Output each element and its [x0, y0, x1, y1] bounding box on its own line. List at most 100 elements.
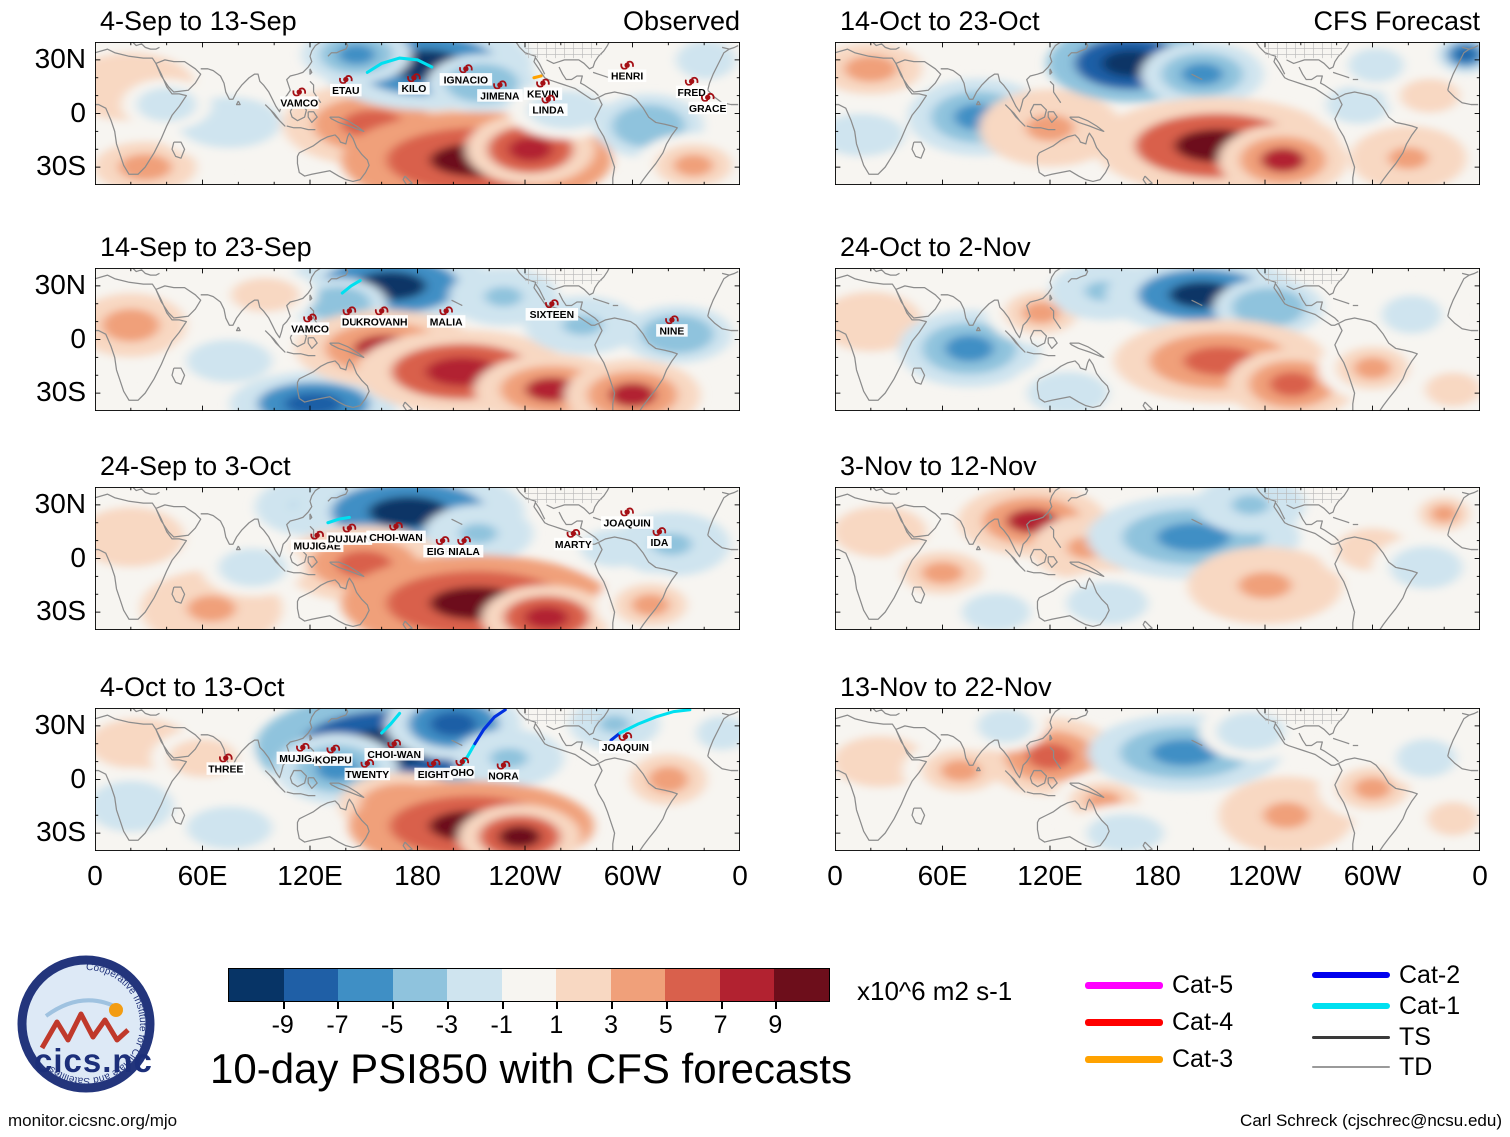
- legend-label-cat-5: Cat-5: [1172, 971, 1234, 999]
- hurricane-icon-ida: [652, 527, 667, 537]
- hurricane-icon-etau: [339, 75, 353, 84]
- anomaly-field: [95, 708, 740, 851]
- hurricane-icon-kilo: [407, 73, 421, 83]
- panel-title-obs-2: 14-Sep to 23-Sep: [100, 232, 312, 262]
- colorbar-segment: [556, 969, 611, 1001]
- storm-label: MUJIGAE: [279, 754, 326, 765]
- anomaly-field: [835, 42, 1480, 185]
- storm-track: [340, 278, 362, 295]
- colorbar-segment: [283, 969, 339, 1001]
- hurricane-icon-oho: [455, 757, 470, 767]
- storm-label: MALIA: [430, 317, 463, 328]
- x-axis-label: 120E: [1017, 860, 1083, 891]
- x-axis-label: 0: [827, 860, 843, 891]
- storm-track: [380, 711, 402, 735]
- storm-label-box: [688, 101, 728, 115]
- storm-label: NORA: [488, 772, 519, 783]
- storm-label-box: [355, 315, 408, 328]
- colorbar-tick-label: 7: [713, 1011, 728, 1039]
- storm-label-box: [206, 762, 246, 775]
- storm-label-box: [477, 89, 523, 102]
- legend-line-td: [1312, 1066, 1390, 1068]
- colorbar-segment: [665, 969, 720, 1001]
- map-panel-fcst-2: [835, 268, 1480, 411]
- legend-label-cat-1: Cat-1: [1399, 992, 1461, 1020]
- hurricane-icon-dujuan: [342, 523, 357, 533]
- storm-label-box: [554, 537, 593, 551]
- colorbar-segment: [501, 969, 557, 1001]
- colorbar-tick: [556, 1002, 559, 1009]
- footer-credit: Carl Schreck (cjschrec@ncsu.edu): [1240, 1111, 1502, 1130]
- storm-label: JOAQUIN: [602, 743, 649, 754]
- hurricane-icon-eight: [435, 536, 450, 546]
- storm-label-box: [675, 85, 708, 99]
- colorbar-tick-label: -3: [435, 1011, 459, 1039]
- legend-label-cat-4: Cat-4: [1172, 1008, 1234, 1036]
- storm-label: EIGHT: [427, 547, 459, 558]
- coastlines: [835, 42, 1479, 185]
- storm-label: EIGHT: [418, 770, 450, 781]
- y-axis-label: 30N: [34, 268, 86, 300]
- storm-label: CHOI-WAN: [367, 750, 421, 761]
- colorbar-tick: [775, 1002, 778, 1009]
- coastlines: [835, 268, 1479, 411]
- storm-track: [473, 708, 507, 746]
- storm-label-box: [647, 535, 672, 549]
- storm-label: TWENTY: [345, 770, 389, 781]
- x-axis-label: 60E: [917, 860, 968, 891]
- panel-corner-label-obs-1: Observed: [622, 6, 740, 36]
- hurricane-icon-marty: [566, 529, 581, 538]
- storm-label-box: [487, 769, 520, 783]
- storm-label-box: [607, 69, 647, 83]
- y-axis-label: 0: [70, 762, 86, 794]
- x-axis-label: 0: [732, 860, 748, 891]
- x-axis-label: 60W: [1343, 860, 1402, 891]
- storm-label: SIXTEEN: [530, 310, 574, 321]
- legend-line-cat-5: [1085, 981, 1163, 989]
- hurricane-icon-jimena: [493, 80, 507, 90]
- hurricane-icon-nine: [665, 315, 679, 325]
- storm-label-box: [366, 530, 426, 544]
- colorbar-tick-label: -9: [271, 1011, 294, 1039]
- storm-track: [365, 56, 434, 74]
- colorbar-segment: [229, 969, 284, 1001]
- storm-label-box: [439, 73, 493, 86]
- storm-label: IGNACIO: [444, 75, 488, 86]
- x-axis-label: 0: [1472, 860, 1488, 891]
- panel-title-fcst-4: 13-Nov to 22-Nov: [840, 672, 1052, 702]
- legend-label-cat-2: Cat-2: [1399, 961, 1461, 989]
- storm-label-box: [656, 324, 688, 337]
- storm-label: JIMENA: [480, 91, 520, 102]
- hurricane-icon-eight: [426, 758, 441, 768]
- storm-label-box: [330, 83, 362, 97]
- logo-mountains: [39, 1011, 130, 1050]
- hurricane-icon-kevin: [536, 78, 550, 88]
- colorbar-segment: [447, 969, 502, 1001]
- logo-sun-icon: [109, 1003, 123, 1017]
- storm-label: GRACE: [689, 104, 727, 115]
- hurricane-icon-nora: [496, 760, 511, 770]
- hurricane-icon-grace: [700, 92, 715, 102]
- legend-line-cat-4: [1085, 1018, 1163, 1026]
- storm-label-box: [600, 516, 654, 529]
- panel-title-obs-4: 4-Oct to 13-Oct: [100, 672, 285, 702]
- storm-label: HENRI: [611, 72, 643, 83]
- y-axis-label: 30N: [34, 708, 86, 740]
- footer-url[interactable]: monitor.cicsnc.org/mjo: [8, 1111, 178, 1130]
- legend-line-cat-2: [1312, 972, 1390, 978]
- y-axis-label: 30S: [36, 595, 86, 627]
- storm-label-box: [398, 82, 430, 95]
- y-axis-label: 30S: [36, 376, 86, 408]
- coastlines: [835, 708, 1479, 851]
- hurricane-icon-three: [219, 753, 233, 763]
- storm-label: KOPPU: [315, 756, 352, 767]
- hurricane-icon-krovanh: [374, 306, 389, 316]
- storm-label: KEVIN: [527, 90, 559, 101]
- legend-label-ts: TS: [1399, 1023, 1431, 1051]
- storm-label: IDA: [650, 538, 668, 549]
- colorbar-tick-label: 9: [768, 1011, 783, 1039]
- storm-label: THREE: [208, 765, 243, 776]
- storm-label-box: [279, 96, 319, 109]
- storm-label: DU: [342, 317, 357, 328]
